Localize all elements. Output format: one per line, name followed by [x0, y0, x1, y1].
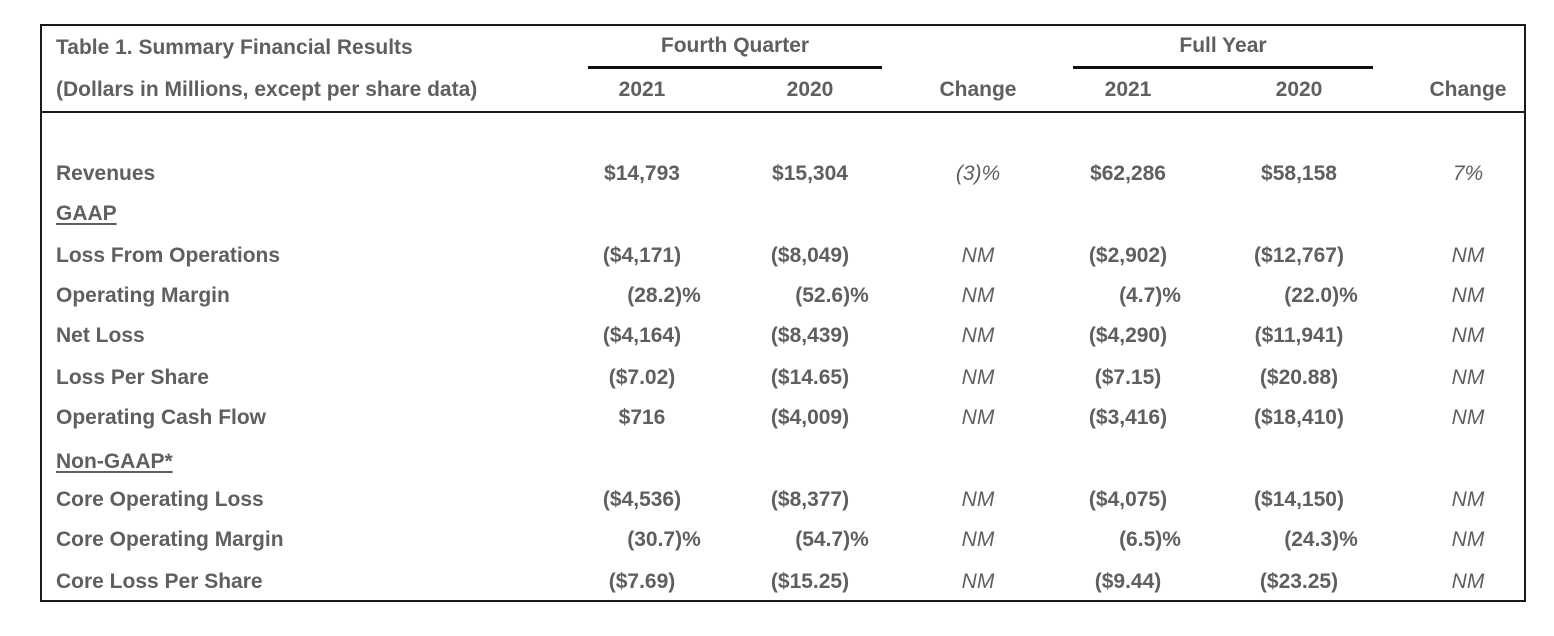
- cell-fy-2020: ($14,150): [1254, 488, 1344, 511]
- cell-fy-change: 7%: [1452, 162, 1484, 185]
- row-label: Revenues: [56, 162, 156, 185]
- cell-fy-change: NM: [1451, 284, 1485, 307]
- cell-fy-2020: ($11,941): [1254, 324, 1344, 347]
- cell-q4-change: NM: [961, 406, 995, 429]
- cell-fy-change: NM: [1451, 488, 1485, 511]
- cell-q4-2021: $716: [618, 406, 666, 429]
- cell-q4-2020: ($8,377): [770, 488, 850, 511]
- row-label: Core Loss Per Share: [56, 570, 263, 593]
- cell-q4-change: NM: [961, 284, 995, 307]
- cell-q4-2021: (28.2)%: [627, 284, 701, 307]
- group-underline-full-year: [1073, 66, 1373, 69]
- cell-fy-2020: ($18,410): [1254, 406, 1344, 429]
- cell-q4-2020: $15,304: [772, 162, 848, 185]
- col-header-fy-change: Change: [1429, 78, 1507, 101]
- row-label: Operating Margin: [56, 284, 230, 307]
- cell-q4-2020: (54.7)%: [795, 528, 869, 551]
- cell-fy-2021: ($2,902): [1088, 244, 1168, 267]
- cell-q4-change: NM: [961, 488, 995, 511]
- cell-q4-change: NM: [961, 528, 995, 551]
- section-label-nongaap: Non-GAAP*: [56, 450, 173, 473]
- cell-fy-2020: (24.3)%: [1284, 528, 1358, 551]
- header-divider: [42, 111, 1524, 113]
- cell-q4-2021: $14,793: [604, 162, 680, 185]
- col-header-fy-2021: 2021: [1104, 78, 1152, 101]
- cell-q4-2021: ($4,536): [602, 488, 682, 511]
- cell-fy-2021: ($4,290): [1088, 324, 1168, 347]
- cell-q4-2021: (30.7)%: [627, 528, 701, 551]
- cell-q4-2020: ($4,009): [770, 406, 850, 429]
- group-header-full-year: Full Year: [1179, 34, 1267, 57]
- cell-fy-change: NM: [1451, 528, 1485, 551]
- cell-q4-2020: ($14.65): [770, 366, 850, 389]
- cell-fy-change: NM: [1451, 244, 1485, 267]
- row-label: Loss From Operations: [56, 244, 281, 267]
- cell-q4-change: NM: [961, 570, 995, 593]
- cell-fy-2021: ($3,416): [1088, 406, 1168, 429]
- cell-fy-2021: ($7.15): [1094, 366, 1162, 389]
- cell-fy-2020: ($20.88): [1259, 366, 1339, 389]
- cell-q4-change: NM: [961, 324, 995, 347]
- cell-q4-2021: ($7.02): [608, 366, 676, 389]
- row-label: Core Operating Loss: [56, 488, 264, 511]
- cell-q4-2021: ($4,164): [602, 324, 682, 347]
- cell-q4-2021: ($4,171): [602, 244, 682, 267]
- cell-fy-2020: $58,158: [1261, 162, 1337, 185]
- cell-fy-2021: ($9.44): [1094, 570, 1162, 593]
- cell-q4-2020: (52.6)%: [795, 284, 869, 307]
- cell-fy-change: NM: [1451, 406, 1485, 429]
- cell-q4-2020: ($8,439): [770, 324, 850, 347]
- cell-fy-2021: (6.5)%: [1119, 528, 1181, 551]
- cell-fy-2021: (4.7)%: [1119, 284, 1181, 307]
- cell-fy-2021: ($4,075): [1088, 488, 1168, 511]
- cell-q4-2020: ($8,049): [770, 244, 850, 267]
- cell-q4-2021: ($7.69): [608, 570, 676, 593]
- cell-fy-2020: (22.0)%: [1284, 284, 1358, 307]
- col-header-q4-2021: 2021: [618, 78, 666, 101]
- group-header-fourth-quarter: Fourth Quarter: [660, 34, 810, 57]
- cell-fy-2021: $62,286: [1090, 162, 1166, 185]
- row-label: Loss Per Share: [56, 366, 209, 389]
- col-header-q4-2020: 2020: [786, 78, 834, 101]
- cell-q4-change: (3)%: [955, 162, 1001, 185]
- row-label: Operating Cash Flow: [56, 406, 267, 429]
- cell-q4-change: NM: [961, 244, 995, 267]
- cell-fy-2020: ($23.25): [1259, 570, 1339, 593]
- cell-fy-change: NM: [1451, 570, 1485, 593]
- cell-q4-2020: ($15.25): [770, 570, 850, 593]
- table-subtitle: (Dollars in Millions, except per share d…: [56, 78, 478, 101]
- section-label-gaap: GAAP: [56, 202, 117, 225]
- cell-fy-change: NM: [1451, 324, 1485, 347]
- row-label: Core Operating Margin: [56, 528, 284, 551]
- group-underline-fourth-quarter: [588, 66, 882, 69]
- cell-fy-change: NM: [1451, 366, 1485, 389]
- cell-q4-change: NM: [961, 366, 995, 389]
- cell-fy-2020: ($12,767): [1254, 244, 1344, 267]
- col-header-q4-change: Change: [939, 78, 1017, 101]
- row-label: Net Loss: [56, 324, 145, 347]
- financial-results-table: Table 1. Summary Financial Results (Doll…: [40, 24, 1526, 602]
- col-header-fy-2020: 2020: [1275, 78, 1323, 101]
- table-title: Table 1. Summary Financial Results: [56, 36, 413, 59]
